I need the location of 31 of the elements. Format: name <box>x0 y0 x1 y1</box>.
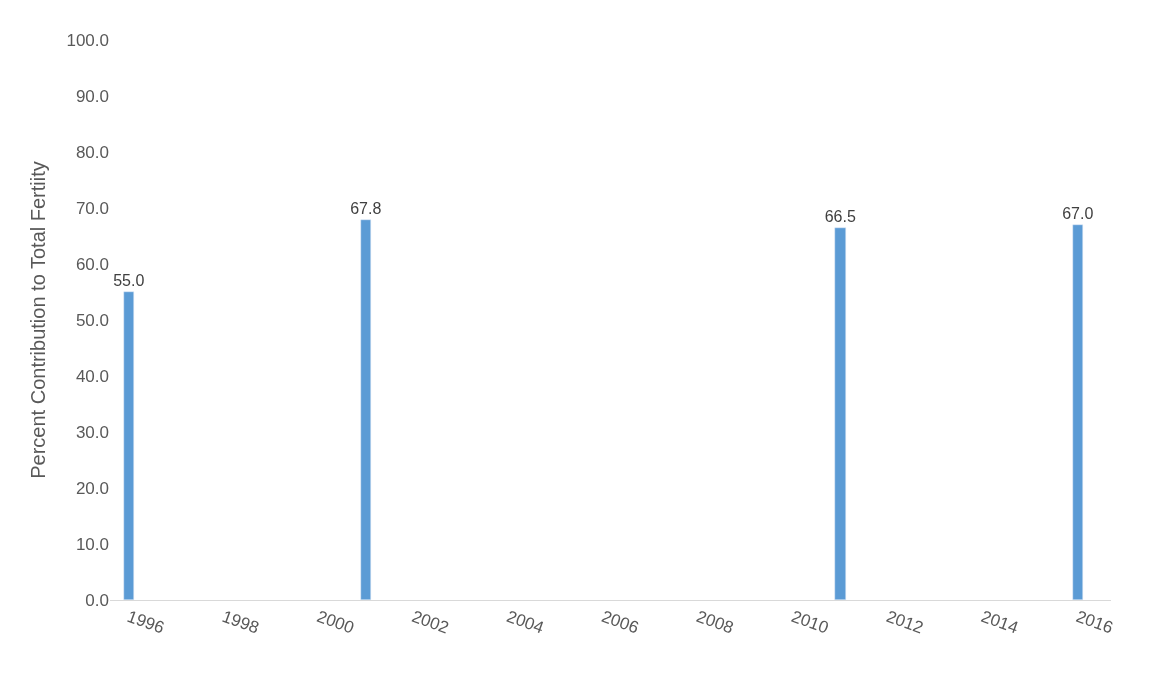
x-tick-label: 2006 <box>599 606 642 638</box>
y-tick-label: 40.0 <box>75 366 109 386</box>
y-tick-label: 90.0 <box>75 86 109 106</box>
y-tick-label: 50.0 <box>75 310 109 330</box>
x-tick-label: 2002 <box>409 606 452 638</box>
data-label: 67.8 <box>350 199 382 217</box>
y-tick-label: 100.0 <box>66 30 109 50</box>
data-label: 55.0 <box>113 271 145 289</box>
y-axis-title: Percent Contribution to Total Fertiity <box>26 161 49 479</box>
x-tick-label: 2012 <box>883 606 926 638</box>
y-tick-label: 20.0 <box>75 478 109 498</box>
x-tick-label: 2008 <box>693 606 737 638</box>
x-tick-label: 2010 <box>788 606 831 638</box>
data-label: 66.5 <box>824 207 856 225</box>
y-tick-label: 10.0 <box>75 534 109 554</box>
y-tick-label: 70.0 <box>75 198 109 218</box>
x-tick-label: 2004 <box>504 606 547 638</box>
bar <box>1072 224 1083 600</box>
y-tick-label: 60.0 <box>75 254 109 274</box>
x-tick-label: 1998 <box>219 606 262 638</box>
bar <box>123 291 134 600</box>
bar <box>360 219 371 600</box>
x-tick-label: 2016 <box>1073 606 1116 638</box>
y-tick-label: 0.0 <box>85 590 109 610</box>
x-tick-label: 2014 <box>978 606 1021 638</box>
y-tick-label: 30.0 <box>75 422 109 442</box>
y-tick-label: 80.0 <box>75 142 109 162</box>
data-label: 67.0 <box>1062 204 1094 222</box>
bar <box>834 227 846 600</box>
x-tick-label: 1996 <box>124 606 167 638</box>
x-tick-label: 2000 <box>314 606 357 638</box>
